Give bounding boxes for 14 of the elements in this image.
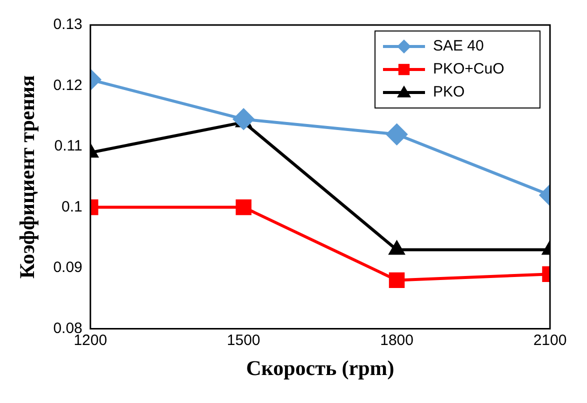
y-tick-label: 0.12 xyxy=(53,76,82,94)
x-tick-label: 1500 xyxy=(226,332,260,349)
legend-label: PKO+CuO xyxy=(433,60,504,78)
legend-label: PKO xyxy=(433,84,465,101)
x-axis-title: Скорость (rpm) xyxy=(246,356,394,380)
legend-label: SAE 40 xyxy=(433,38,484,55)
x-tick-label: 1800 xyxy=(380,332,414,349)
y-axis-title: Коэффициент трения xyxy=(15,75,40,279)
y-tick-label: 0.1 xyxy=(62,198,82,216)
y-tick-label: 0.11 xyxy=(54,138,82,155)
x-tick-label: 1200 xyxy=(74,332,108,349)
y-tick-label: 0.13 xyxy=(53,16,82,34)
x-tick-label: 2100 xyxy=(533,332,567,349)
y-tick-label: 0.09 xyxy=(53,259,82,276)
